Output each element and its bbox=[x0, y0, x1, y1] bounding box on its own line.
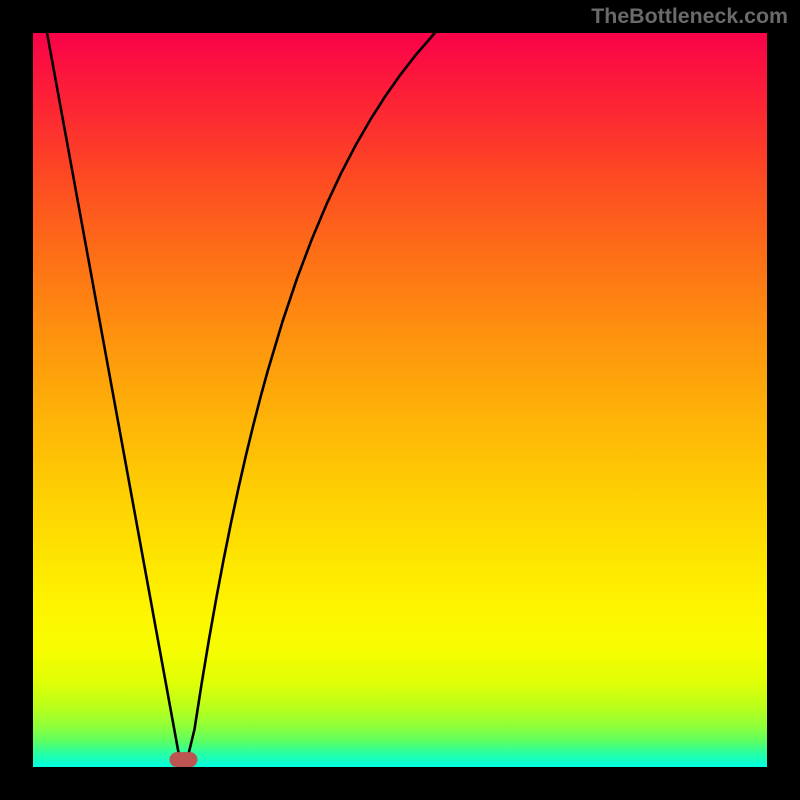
attribution-text: TheBottleneck.com bbox=[591, 4, 788, 29]
optimal-point-marker bbox=[169, 752, 197, 767]
chart-gradient-background bbox=[33, 33, 767, 767]
bottleneck-chart bbox=[0, 0, 800, 800]
